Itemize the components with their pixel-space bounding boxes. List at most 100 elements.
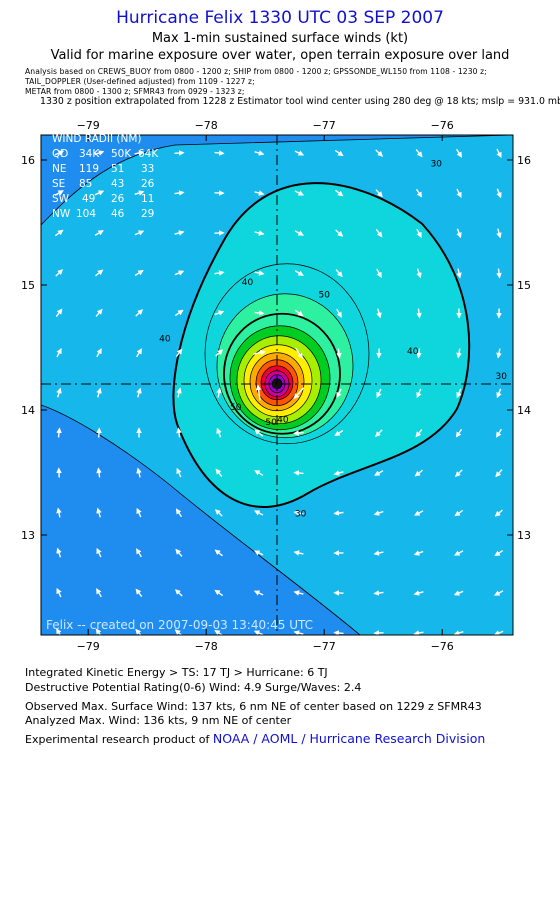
wind-arrow (56, 387, 62, 398)
contour-label: 30 (495, 372, 507, 382)
wind-arrow (494, 509, 503, 517)
y-tick-label-left: 15 (21, 279, 35, 292)
y-tick-label-right: 13 (517, 529, 531, 542)
wind-arrow (373, 550, 384, 556)
wind-arrow (376, 308, 382, 319)
wind-arrow (56, 587, 62, 598)
wind-arrow (496, 388, 502, 399)
x-tick-label-top: −79 (77, 119, 100, 132)
wind-radii-header: QD 34K 50K 64K (52, 148, 159, 160)
x-tick-label-bottom: −78 (195, 640, 218, 653)
ike-stat: Integrated Kinetic Energy > TS: 17 TJ > … (25, 666, 328, 679)
wind-arrow (134, 270, 144, 276)
wind-arrow (94, 190, 105, 196)
wind-arrow (54, 190, 64, 196)
wind-arrow (496, 188, 502, 199)
plot-frame (40, 134, 514, 636)
wind-arrow (55, 308, 63, 318)
wind-arrow (375, 429, 383, 437)
contour-label: 40 (407, 347, 419, 357)
credit-organization[interactable]: NOAA / AOML / Hurricane Research Divisio… (212, 731, 486, 746)
wind-arrow (334, 430, 344, 436)
wind-arrow (336, 388, 342, 398)
wind-arrow (56, 427, 62, 438)
wind-arrow (135, 588, 143, 598)
position-note: 1330 z position extrapolated from 1228 z… (40, 96, 560, 107)
wind-arrow (174, 309, 184, 317)
y-tick-label-left: 16 (21, 154, 35, 167)
wind-arrow (455, 148, 463, 158)
wind-arrow (254, 310, 265, 316)
wind-arrow (96, 467, 102, 478)
wind-arrow (136, 348, 142, 358)
wind-arrow (176, 467, 182, 478)
wind-arrow (294, 190, 305, 196)
contour-label: 50 (318, 291, 330, 301)
wind-arrow (55, 269, 64, 277)
wind-arrow (134, 190, 145, 196)
wind-radii-title: WIND RADII (NM) (52, 133, 142, 145)
wind-arrow (294, 230, 304, 236)
wind-arrow (496, 268, 502, 279)
wind-arrow (336, 308, 342, 318)
wind-arrow (56, 628, 62, 635)
wind-arrow (214, 150, 225, 156)
wind-arrow (94, 230, 104, 236)
wind-arrow (335, 229, 344, 237)
wind-arrow (415, 188, 423, 198)
wind-arrow (134, 230, 145, 236)
wind-arrow (456, 348, 462, 359)
wind-arrow (54, 229, 64, 237)
x-tick-label-top: −78 (195, 119, 218, 132)
wind-arrow (95, 308, 103, 317)
wind-arrow (375, 189, 383, 198)
wind-radii-row: NW 104 46 29 (52, 208, 154, 220)
wind-radii-row: SE 85 43 26 (52, 178, 155, 190)
wind-arrow (174, 150, 185, 156)
wind-arrow (175, 548, 183, 557)
wind-arrow (414, 469, 423, 477)
wind-arrow (374, 470, 384, 476)
wind-arrow (375, 149, 384, 157)
wind-arrow (336, 348, 342, 359)
wind-arrow (254, 190, 265, 196)
wind-arrow (96, 348, 102, 358)
wind-arrow (253, 590, 264, 596)
wind-arrow (373, 590, 384, 596)
wind-arrow (496, 148, 502, 159)
wind-arrow (214, 549, 223, 557)
y-tick-label-left: 14 (21, 404, 35, 417)
wind-arrow (135, 628, 142, 635)
wind-arrow (253, 349, 266, 356)
wind-arrow (134, 150, 145, 156)
y-tick-label-right: 15 (517, 279, 531, 292)
wind-arrow (453, 590, 464, 596)
wind-arrow (333, 630, 344, 635)
wind-arrow (375, 228, 383, 238)
wind-arrow (175, 348, 183, 358)
wind-arrow (56, 507, 62, 518)
wind-arrow (174, 270, 185, 276)
wind-arrow (293, 630, 304, 635)
wind-arrow (376, 268, 382, 278)
wind-arrow (56, 547, 62, 558)
wind-arrow (414, 510, 424, 516)
wind-arrow (413, 630, 424, 635)
wind-arrow (416, 348, 422, 359)
wind-arrow (456, 228, 462, 239)
wind-arrow (96, 387, 102, 398)
contour-label: 30 (431, 159, 443, 169)
wind-arrow (136, 507, 142, 518)
wind-arrow (333, 470, 344, 476)
x-tick-label-bottom: −77 (313, 640, 336, 653)
x-tick-label-bottom: −79 (77, 640, 100, 653)
wind-arrow (454, 550, 464, 556)
validity-note: Valid for marine exposure over water, op… (50, 48, 510, 63)
wind-arrow (254, 150, 265, 156)
wind-arrow (254, 429, 264, 437)
x-tick-label-bottom: −76 (431, 640, 454, 653)
wind-arrow (136, 387, 142, 398)
wind-arrow (415, 149, 423, 158)
wind-arrow (376, 388, 382, 399)
wind-arrow (293, 470, 304, 476)
